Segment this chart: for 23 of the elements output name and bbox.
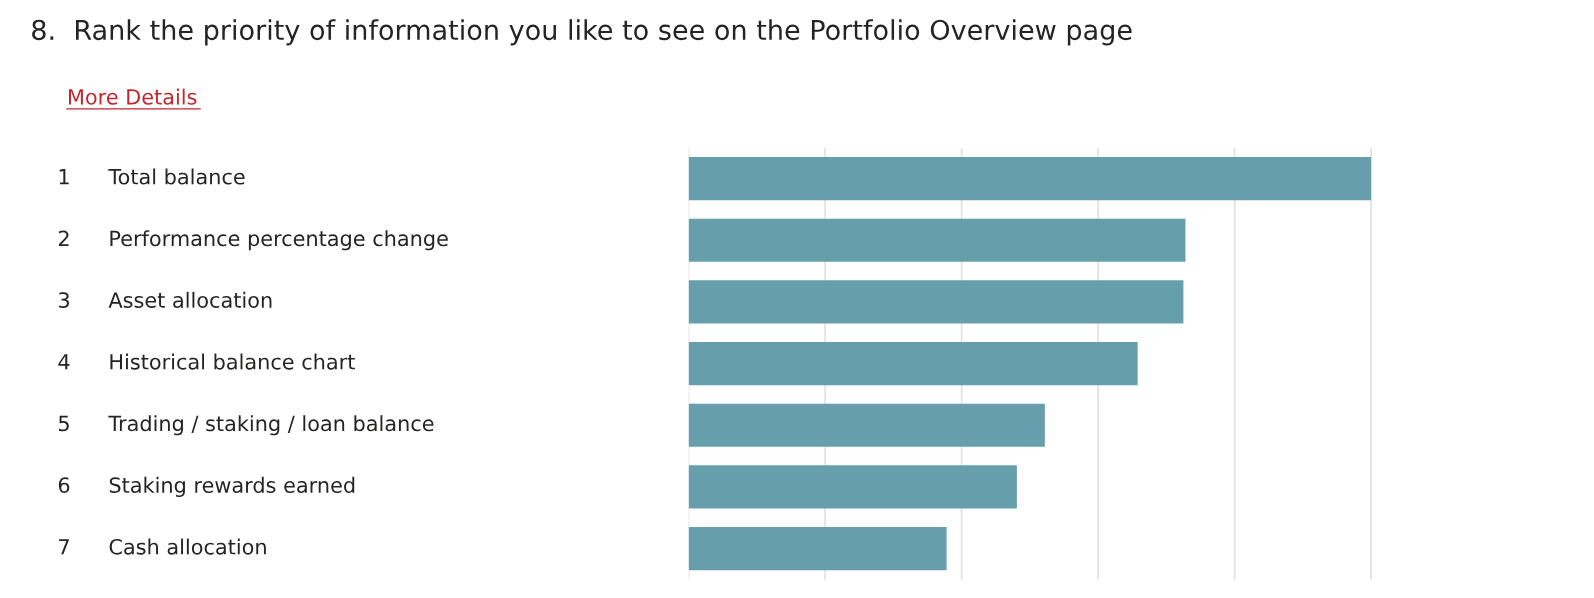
- text: 1: [59, 169, 69, 185]
- text: More Details: [68, 88, 197, 105]
- y-tick-label: Cash allocation: [109, 538, 266, 555]
- bar: [688, 527, 947, 571]
- text: 5: [58, 415, 69, 432]
- bar: [688, 465, 1017, 509]
- text: 6: [58, 477, 70, 493]
- text: 4: [58, 354, 70, 370]
- text: 3: [58, 292, 69, 308]
- bar: [688, 342, 1138, 386]
- text: 7: [59, 539, 69, 555]
- y-tick-label: Asset allocation: [108, 291, 272, 308]
- bar: [688, 280, 1184, 324]
- bar: [688, 156, 1372, 201]
- y-tick-label: Staking rewards earned: [109, 476, 355, 498]
- bar: [688, 403, 1045, 447]
- y-tick-label: Performance percentage change: [110, 230, 448, 251]
- text: 2: [58, 230, 69, 246]
- y-tick-label: Historical balance chart: [110, 353, 355, 370]
- y-tick-label: Trading / staking / loan balance: [108, 415, 434, 436]
- y-tick-label: Total balance: [108, 168, 245, 185]
- chart-title: 8. Rank the priority of information you like to see on the Portfolio Overview page: [32, 19, 1132, 46]
- bar: [688, 218, 1186, 262]
